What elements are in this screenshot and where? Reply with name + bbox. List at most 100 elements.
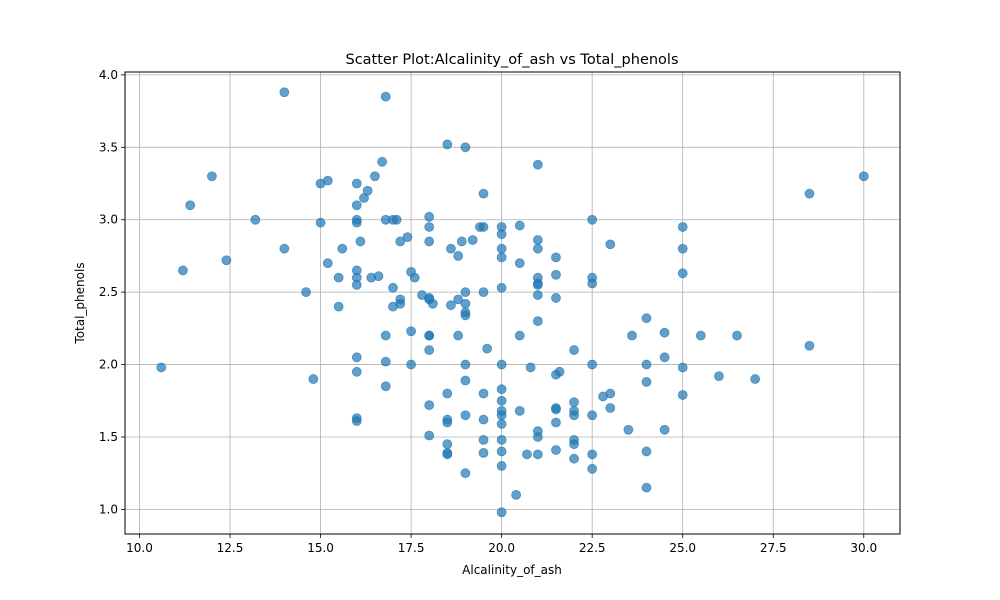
y-axis-ticks: 1.0 1.5 2.0 2.5 3.0 3.5 4.0 [99, 68, 125, 516]
scatter-point [351, 217, 362, 228]
x-tick-label: 15.0 [307, 541, 334, 555]
scatter-point [605, 239, 616, 250]
scatter-point [551, 293, 561, 303]
scatter-point [478, 388, 489, 399]
scatter-point [427, 298, 438, 309]
y-tick-label: 2.0 [99, 358, 118, 372]
x-axis-label: Alcalinity_of_ash [462, 563, 562, 577]
y-tick-label: 1.5 [99, 430, 118, 444]
scatter-point [496, 410, 507, 421]
x-tick-label: 12.5 [217, 541, 244, 555]
scatter-point [532, 449, 543, 460]
scatter-point [641, 482, 652, 493]
scatter-point [351, 200, 362, 211]
x-axis-ticks: 10.0 12.5 15.0 17.5 20.0 22.5 25.0 27.5 30.0 [126, 534, 877, 555]
scatter-point [569, 345, 579, 355]
scatter-point [569, 410, 579, 421]
scatter-point [496, 282, 507, 293]
scatter-point [207, 171, 217, 182]
scatter-point [569, 453, 579, 464]
scatter-point [460, 375, 471, 386]
scatter-point [337, 243, 348, 254]
scatter-point [424, 400, 435, 411]
scatter-point [402, 232, 413, 243]
scatter-point [424, 330, 435, 341]
scatter-point [532, 279, 543, 290]
scatter-point [460, 298, 471, 309]
scatter-point [424, 345, 435, 355]
scatter-point [178, 265, 188, 276]
scatter-point [605, 388, 616, 399]
scatter-point [804, 188, 815, 199]
scatter-point [351, 416, 362, 426]
scatter-point [532, 290, 543, 300]
scatter-point [279, 87, 290, 98]
scatter-point [858, 171, 869, 182]
scatter-point [587, 463, 598, 474]
scatter-point [551, 269, 561, 280]
x-tick-label: 25.0 [669, 541, 696, 555]
scatter-point [587, 359, 598, 370]
scatter-point [460, 287, 471, 298]
scatter-point [641, 446, 652, 457]
scatter-point [532, 159, 543, 170]
scatter-point [532, 235, 543, 245]
scatter-point [569, 439, 579, 450]
scatter-point [587, 278, 598, 289]
scatter-point [478, 222, 489, 232]
scatter-point [460, 310, 471, 321]
x-tick-label: 27.5 [760, 541, 787, 555]
scatter-point [532, 432, 543, 442]
scatter-point [623, 424, 634, 435]
x-tick-label: 17.5 [398, 541, 425, 555]
scatter-point [373, 271, 384, 282]
scatter-point [467, 235, 478, 245]
scatter-point [514, 330, 525, 341]
scatter-point [496, 229, 507, 240]
scatter-point [333, 301, 344, 312]
scatter-point [406, 326, 416, 337]
scatter-point [605, 403, 616, 413]
scatter-point [351, 178, 362, 189]
chart-title: Scatter Plot:Alcalinity_of_ash vs Total_… [345, 52, 678, 68]
scatter-point [677, 390, 688, 400]
scatter-point [569, 397, 579, 408]
scatter-point [442, 449, 453, 460]
scatter-point [279, 243, 290, 254]
scatter-point [677, 362, 688, 373]
y-tick-label: 1.0 [99, 502, 118, 516]
scatter-point [714, 371, 724, 382]
scatter-point [525, 362, 536, 373]
scatter-point [333, 272, 344, 283]
scatter-point [395, 298, 406, 309]
scatter-point [351, 366, 362, 377]
scatter-point [395, 236, 406, 247]
scatter-point [641, 359, 652, 370]
scatter-point [496, 252, 507, 263]
scatter-point [442, 439, 453, 450]
scatter-point [496, 359, 507, 370]
x-tick-label: 10.0 [126, 541, 153, 555]
scatter-point [551, 252, 561, 263]
scatter-point [514, 258, 525, 269]
scatter-point [514, 405, 525, 416]
scatter-point [369, 171, 380, 182]
scatter-point [221, 255, 232, 266]
scatter-point [250, 214, 261, 225]
scatter-point [641, 377, 652, 387]
y-tick-label: 2.5 [99, 285, 118, 299]
scatter-point [442, 417, 453, 428]
scatter-point [732, 330, 742, 341]
scatter-point [380, 330, 391, 341]
scatter-point [478, 447, 489, 458]
scatter-point [482, 343, 493, 354]
scatter-point [677, 268, 688, 279]
scatter-point [532, 316, 543, 327]
scatter-point [659, 352, 670, 363]
scatter-point [478, 188, 489, 199]
scatter-point [446, 243, 456, 254]
y-tick-label: 3.0 [99, 213, 118, 227]
scatter-point [659, 424, 670, 435]
scatter-point [804, 340, 815, 351]
